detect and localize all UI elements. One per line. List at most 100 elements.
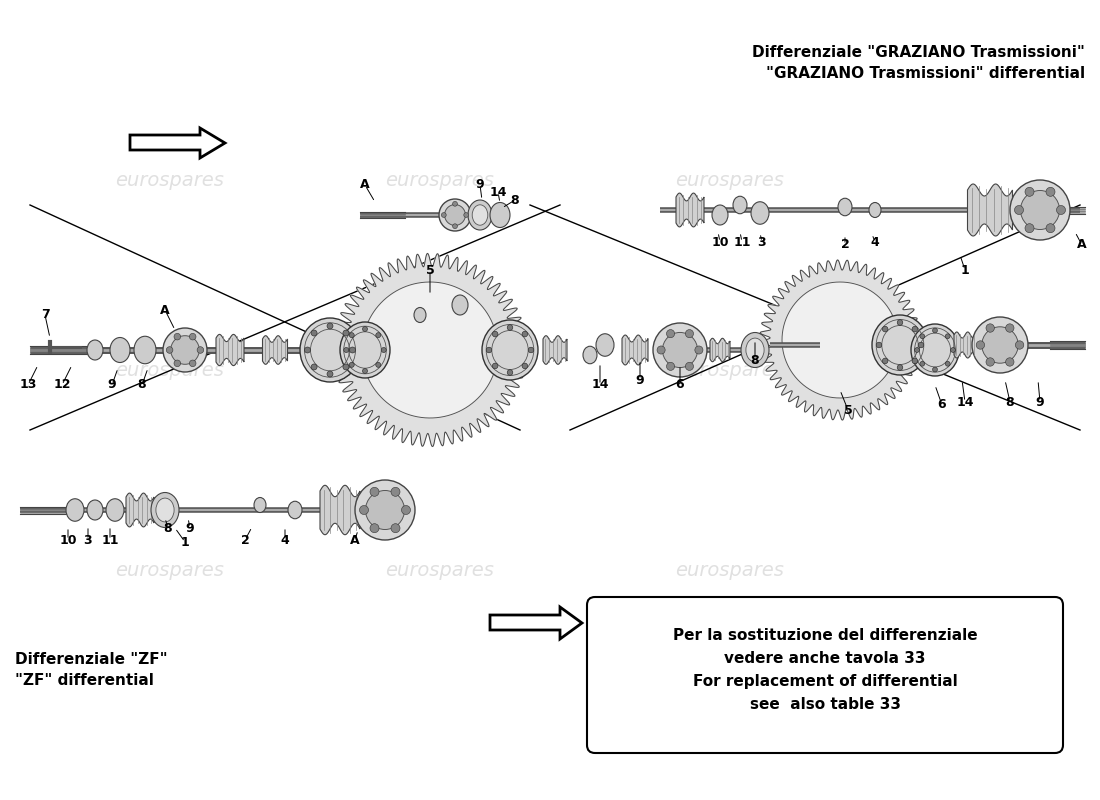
Text: 3: 3 bbox=[758, 235, 767, 249]
Circle shape bbox=[360, 506, 368, 514]
Text: 8: 8 bbox=[1005, 395, 1014, 409]
Text: 9: 9 bbox=[475, 178, 484, 191]
Circle shape bbox=[174, 360, 180, 366]
Ellipse shape bbox=[288, 502, 302, 518]
Text: 4: 4 bbox=[280, 534, 289, 546]
Text: eurospares: eurospares bbox=[675, 170, 784, 190]
Polygon shape bbox=[333, 254, 527, 446]
Text: 2: 2 bbox=[840, 238, 849, 251]
Circle shape bbox=[452, 202, 458, 206]
Circle shape bbox=[882, 326, 888, 332]
Circle shape bbox=[390, 487, 400, 496]
Circle shape bbox=[363, 326, 367, 331]
Ellipse shape bbox=[746, 338, 764, 362]
Polygon shape bbox=[621, 335, 648, 365]
Text: 13: 13 bbox=[20, 378, 36, 391]
Circle shape bbox=[920, 334, 925, 338]
Ellipse shape bbox=[583, 346, 597, 364]
Text: 1: 1 bbox=[960, 263, 969, 277]
Circle shape bbox=[376, 362, 381, 367]
Circle shape bbox=[343, 347, 349, 353]
Polygon shape bbox=[126, 493, 154, 527]
Text: eurospares: eurospares bbox=[675, 361, 784, 379]
Ellipse shape bbox=[254, 498, 266, 513]
Circle shape bbox=[877, 342, 882, 348]
Ellipse shape bbox=[163, 328, 207, 372]
Circle shape bbox=[1005, 358, 1014, 366]
Circle shape bbox=[343, 364, 349, 370]
Circle shape bbox=[349, 333, 354, 338]
Text: 6: 6 bbox=[937, 398, 946, 411]
Text: 2: 2 bbox=[241, 534, 250, 546]
Circle shape bbox=[370, 524, 379, 533]
Ellipse shape bbox=[151, 493, 179, 527]
Circle shape bbox=[898, 320, 903, 326]
Ellipse shape bbox=[452, 295, 468, 315]
Ellipse shape bbox=[414, 307, 426, 322]
Text: eurospares: eurospares bbox=[116, 170, 224, 190]
Text: 14: 14 bbox=[956, 395, 974, 409]
Polygon shape bbox=[490, 607, 582, 639]
Text: Differenziale "ZF"
"ZF" differential: Differenziale "ZF" "ZF" differential bbox=[15, 652, 167, 688]
Circle shape bbox=[976, 341, 984, 349]
Ellipse shape bbox=[110, 338, 130, 362]
Circle shape bbox=[507, 325, 513, 330]
Text: 10: 10 bbox=[712, 235, 728, 249]
Ellipse shape bbox=[911, 324, 959, 376]
Circle shape bbox=[189, 360, 196, 366]
Ellipse shape bbox=[872, 315, 928, 375]
Circle shape bbox=[522, 331, 528, 337]
Polygon shape bbox=[782, 282, 898, 398]
Circle shape bbox=[370, 487, 379, 496]
Text: eurospares: eurospares bbox=[386, 361, 494, 379]
Circle shape bbox=[189, 334, 196, 340]
Text: A: A bbox=[360, 178, 370, 191]
Ellipse shape bbox=[1021, 190, 1059, 230]
Text: 8: 8 bbox=[750, 354, 759, 366]
Circle shape bbox=[486, 347, 492, 353]
Text: Differenziale "GRAZIANO Trasmissioni"
"GRAZIANO Trasmissioni" differential: Differenziale "GRAZIANO Trasmissioni" "G… bbox=[752, 45, 1085, 81]
Circle shape bbox=[327, 323, 333, 329]
Circle shape bbox=[311, 330, 317, 336]
Circle shape bbox=[912, 326, 917, 332]
Ellipse shape bbox=[596, 334, 614, 356]
Circle shape bbox=[914, 347, 920, 352]
Circle shape bbox=[695, 346, 703, 354]
Circle shape bbox=[376, 333, 381, 338]
Text: 11: 11 bbox=[101, 534, 119, 546]
Text: eurospares: eurospares bbox=[386, 561, 494, 579]
Circle shape bbox=[305, 347, 310, 353]
Text: eurospares: eurospares bbox=[116, 561, 224, 579]
Circle shape bbox=[349, 362, 354, 367]
Text: 14: 14 bbox=[490, 186, 507, 198]
Ellipse shape bbox=[87, 340, 103, 360]
Circle shape bbox=[493, 331, 498, 337]
Ellipse shape bbox=[87, 500, 103, 520]
Circle shape bbox=[174, 334, 180, 340]
Circle shape bbox=[1025, 187, 1034, 196]
Polygon shape bbox=[216, 334, 244, 366]
Ellipse shape bbox=[838, 198, 853, 216]
Polygon shape bbox=[968, 184, 1012, 236]
Text: 10: 10 bbox=[59, 534, 77, 546]
Circle shape bbox=[1014, 206, 1023, 214]
Text: 5: 5 bbox=[426, 263, 434, 277]
Circle shape bbox=[197, 346, 204, 354]
Text: 12: 12 bbox=[53, 378, 70, 391]
Circle shape bbox=[311, 364, 317, 370]
Text: 9: 9 bbox=[636, 374, 645, 386]
Circle shape bbox=[1046, 224, 1055, 233]
FancyBboxPatch shape bbox=[587, 597, 1063, 753]
Ellipse shape bbox=[1010, 180, 1070, 240]
Ellipse shape bbox=[733, 196, 747, 214]
Polygon shape bbox=[362, 282, 498, 418]
Circle shape bbox=[685, 362, 693, 370]
Ellipse shape bbox=[170, 336, 199, 364]
Circle shape bbox=[1046, 187, 1055, 196]
Ellipse shape bbox=[300, 318, 360, 382]
Text: 9: 9 bbox=[1036, 395, 1044, 409]
Text: 5: 5 bbox=[844, 403, 852, 417]
Ellipse shape bbox=[439, 199, 471, 231]
Circle shape bbox=[493, 363, 498, 369]
Ellipse shape bbox=[472, 205, 487, 226]
